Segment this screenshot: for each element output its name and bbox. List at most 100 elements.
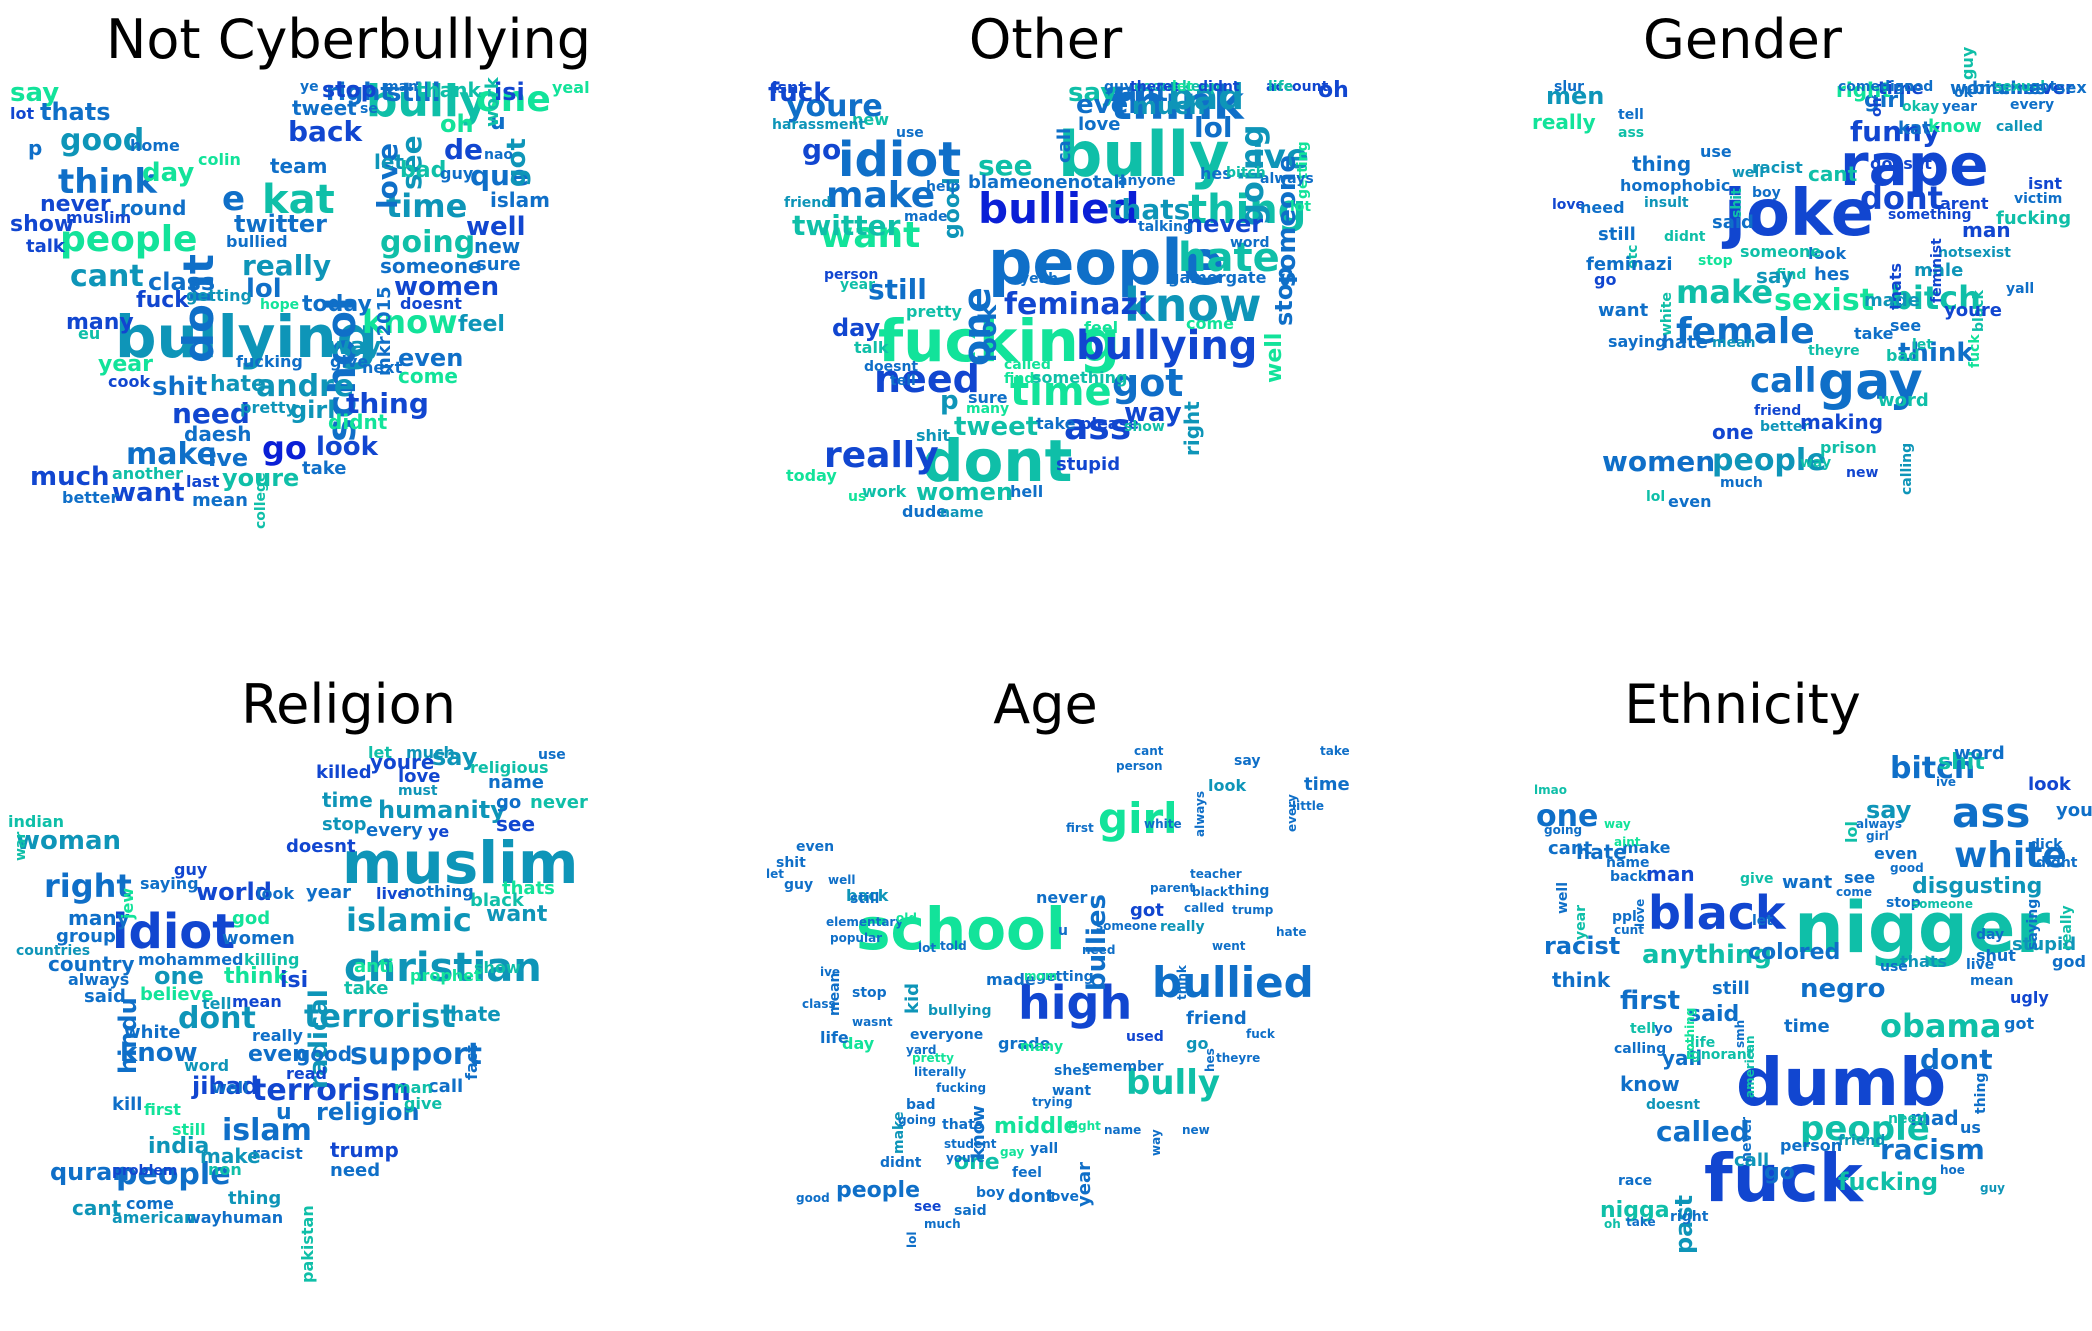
cloud-word: rape [1840, 131, 1989, 199]
cloud-word: even [1874, 844, 1918, 863]
cloud-word: shut [1976, 946, 2016, 965]
cloud-word: go [1186, 1034, 1209, 1053]
cloud-word: getting [186, 286, 252, 305]
cloud-word: well [212, 1078, 249, 1097]
cloud-word: white [1659, 292, 1675, 336]
cloud-word: tweet [292, 96, 357, 120]
cloud-word: youre [1944, 300, 2002, 321]
cloud-word: want [1782, 872, 1833, 893]
cloud-word: much [30, 462, 110, 492]
cloud-word: feel [1084, 318, 1119, 337]
panel-ethnicity: Ethnicity nigger dumb fuck black ass white peo… [1394, 665, 2092, 1330]
cloud-word: used [1126, 1029, 1164, 1045]
cloud-word: cant [1808, 162, 1858, 186]
cloud-word: nigger [1794, 887, 2051, 969]
cloud-word: boy [976, 1185, 1005, 1201]
cloud-word: pretty [240, 398, 296, 417]
cloud-word: calling [1899, 442, 1915, 495]
cloud-word: girl [290, 396, 336, 424]
cloud-word: still [1712, 978, 1750, 999]
cloud-word: yard [906, 1043, 937, 1057]
cloud-word: way [1124, 398, 1182, 428]
cloud-word: didnt [1664, 229, 1706, 245]
cloud-word: called [1004, 357, 1051, 373]
cloud-word: come [1186, 314, 1234, 333]
cloud-word: obama [1880, 1007, 2002, 1045]
cloud-word: fucking [936, 1081, 987, 1095]
cloud-word: something [1888, 207, 1972, 223]
panel-gender: Gender joke rape gay female call make bitch sex… [1394, 0, 2091, 665]
cloud-word: see [978, 149, 1033, 182]
cloud-word: take [1626, 1215, 1656, 1229]
cloud-word: hope [260, 297, 300, 313]
cloud-word: feminist [1929, 238, 1945, 304]
cloud-word: thing [1188, 187, 1307, 233]
cloud-word: live [376, 884, 409, 903]
cloud-word: ppl [1612, 909, 1637, 925]
cloud-word: believe [140, 984, 214, 1005]
cloud-word: look [2028, 774, 2071, 795]
cloud-word: dont [1008, 1186, 1055, 1207]
cloud-word: need [1580, 198, 1625, 217]
cloud-word: twitter [792, 209, 901, 242]
cloud-word: something [1032, 368, 1128, 387]
cloud-word: disgusting [1912, 874, 2043, 899]
cloud-word: dude [902, 502, 948, 521]
cloud-word: someone [1096, 919, 1157, 933]
cloud-word: tell [1630, 1021, 1656, 1037]
cloud-word: say [1866, 796, 1912, 824]
cloud-word: still [850, 891, 880, 907]
cloud-word: know [362, 303, 458, 341]
cloud-word: stop [322, 78, 377, 103]
cloud-word: year [1573, 904, 1589, 940]
cloud-word: lol [1646, 489, 1666, 505]
cloud-word: call [1054, 128, 1075, 164]
cloud-word: harassment [772, 117, 866, 133]
cloud-word: time [1010, 369, 1112, 415]
cloud-word: muslim [66, 208, 132, 227]
cloud-word: killing [244, 950, 300, 969]
cloud-word: new [852, 110, 890, 129]
cloud-word: one [154, 962, 204, 990]
cloud-word: love [1552, 197, 1586, 213]
cloud-word: right [326, 78, 392, 106]
cloud-word: never [1186, 210, 1264, 238]
cloud-word: blameonenotall [968, 172, 1126, 193]
cloud-word: want [1598, 300, 1649, 321]
cloud-word: quran [50, 1158, 130, 1186]
cloud-word: ass [1064, 407, 1132, 448]
cloud-word: first [144, 1100, 181, 1119]
cloud-word: saying [140, 874, 199, 893]
cloud-word: ive [820, 965, 841, 979]
cloud-word: isnt [2028, 174, 2063, 193]
cloud-word: u [276, 1100, 292, 1125]
cloud-word: twitter [234, 210, 327, 238]
cloud-word: youre [946, 1151, 985, 1165]
cloud-word: sexist [1774, 283, 1875, 318]
cloud-word: even [1076, 90, 1147, 120]
cloud-word: talking [1138, 219, 1194, 235]
cloud-word: take [1036, 414, 1076, 433]
cloud-word: theyre [1808, 343, 1860, 359]
cloud-word: new [1182, 1123, 1210, 1137]
cloud-word: trying [1032, 1095, 1073, 1109]
cloud-word: bullying [1076, 323, 1258, 369]
cloud-word: se [360, 101, 378, 117]
cloud-word: want [486, 902, 548, 927]
cloud-word: cunt [1614, 923, 1644, 937]
cloud-word: know [120, 1038, 198, 1068]
cloud-word: hes [1203, 1047, 1217, 1072]
cloud-word: u [490, 110, 506, 135]
cloud-word: oh [440, 110, 474, 138]
cloud-word: guy [440, 164, 474, 183]
cloud-word: made [986, 970, 1036, 989]
cloud-word: lmao [1534, 783, 1567, 797]
cloud-word: god [2052, 952, 2086, 971]
cloud-word: black [1192, 885, 1228, 899]
cloud-word: people [836, 1178, 920, 1203]
cloud-word: team [270, 154, 328, 178]
cloud-word: girl [1866, 829, 1889, 843]
cloud-word: guy [1104, 79, 1134, 95]
cloud-word: round [120, 196, 187, 220]
cloud-word: let [766, 867, 784, 881]
